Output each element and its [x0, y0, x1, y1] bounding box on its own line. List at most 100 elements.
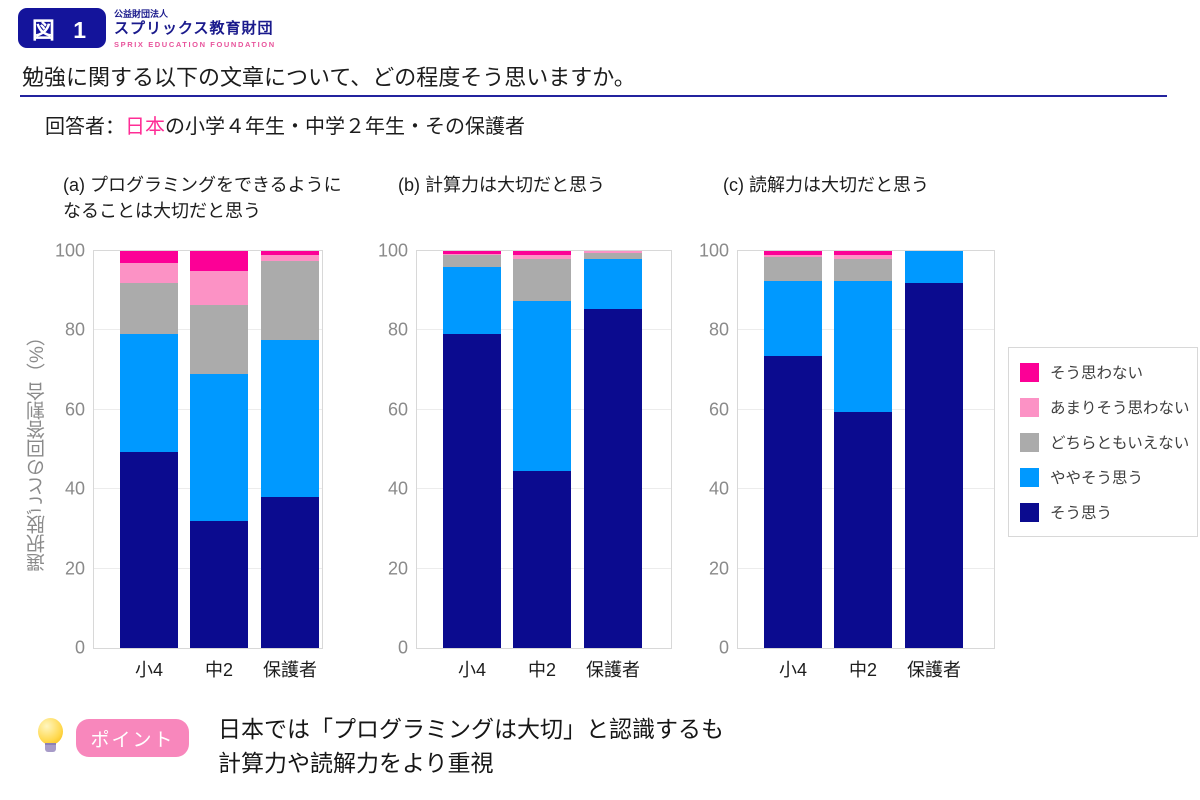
y-tick-label: 20: [387, 558, 408, 579]
x-tick-label: 中2: [527, 660, 556, 680]
stacked-bar: [443, 251, 501, 648]
bar-segment: [584, 253, 642, 259]
x-tick-label: 小4: [457, 660, 486, 680]
legend-label: そう思う: [1050, 505, 1113, 522]
x-tick-label: 小4: [778, 660, 807, 680]
chart-title-line: (c) 読解力は大切だと思う: [723, 175, 929, 195]
point-text-line2: 計算力や読解力をより重視: [218, 750, 494, 776]
bar-segment: [764, 356, 822, 648]
chart-title: (b) 計算力は大切だと思う: [398, 172, 698, 198]
stacked-bar: [834, 251, 892, 648]
bar-segment: [513, 471, 571, 648]
y-tick-label: 80: [708, 319, 729, 340]
x-tick-label: 小4: [134, 660, 163, 680]
y-tick-label: 0: [718, 637, 729, 658]
x-tick-label: 保護者: [586, 660, 640, 680]
y-tick-label: 0: [397, 637, 408, 658]
chart-title-line: (a) プログラミングをできるように: [63, 175, 342, 195]
plot-area: 0 20 40 60 80 100 小4 中2 保護者: [378, 241, 672, 680]
y-tick-label: 100: [54, 240, 85, 261]
stacked-bar: [261, 251, 319, 648]
bar-segment: [443, 334, 501, 648]
respondent-rest: の小学４年生・中学２年生・その保護者: [165, 116, 525, 138]
chart-title: (c) 読解力は大切だと思う: [723, 172, 1023, 198]
legend-swatch: [1020, 432, 1039, 452]
lightbulb-base: [44, 743, 56, 752]
bar-segment: [190, 374, 248, 521]
lightbulb-icon: [36, 718, 64, 758]
org-name-en: SPRIX EDUCATION FOUNDATION: [114, 39, 276, 49]
chart-title: (a) プログラミングをできるように なることは大切だと思う: [63, 172, 393, 224]
figure-badge: 図 1: [18, 8, 106, 48]
bar-segment: [905, 282, 963, 648]
bar-segment: [584, 251, 642, 253]
bar-segment: [513, 300, 571, 472]
legend: そう思わないあまりそう思わないどちらともいえないややそう思う そう思う: [1008, 347, 1198, 537]
foundation-logo: 公益財団法人 スプリックス教育財団 SPRIX EDUCATION FOUNDA…: [114, 9, 276, 49]
bar-segment: [261, 260, 319, 341]
respondent-line: 回答者：日本の小学４年生・中学２年生・その保護者: [45, 110, 525, 139]
point-badge: ポイント: [76, 719, 189, 757]
y-tick-label: 100: [698, 240, 729, 261]
bar-segment: [584, 258, 642, 309]
stacked-bar: [120, 251, 178, 648]
legend-label: あまりそう思わない: [1050, 400, 1190, 417]
bar-segment: [120, 251, 178, 263]
legend-item: どちらともいえない: [1020, 431, 1189, 453]
bar-segment: [443, 251, 501, 254]
bar-segment: [120, 262, 178, 283]
y-axis-title: 選択肢ごとの回答割合（%）: [27, 327, 48, 573]
bar-segment: [834, 411, 892, 648]
bar-segment: [190, 270, 248, 305]
bar-segment: [261, 251, 319, 255]
bar-segment: [261, 254, 319, 261]
bar-segment: [905, 251, 963, 283]
legend-label: ややそう思う: [1050, 470, 1144, 487]
y-tick-label: 60: [708, 399, 729, 420]
bar-segment: [513, 251, 571, 255]
org-type-label: 公益財団法人: [114, 9, 169, 19]
y-tick-label: 60: [64, 399, 85, 420]
bar-segment: [834, 258, 892, 281]
legend-swatch: [1020, 467, 1039, 487]
title-divider: [20, 95, 1167, 97]
legend-item: そう思う: [1020, 501, 1186, 523]
bar-segment: [443, 253, 501, 255]
chart-title-line: (b) 計算力は大切だと思う: [398, 175, 605, 195]
chart-a-programming: (a) プログラミングをできるように なることは大切だと思う 0 20 40 60 80 1…: [55, 172, 393, 680]
stacked-bar: [190, 251, 248, 648]
bar-segment: [513, 255, 571, 259]
point-text-line1: 日本では「プログラミングは大切」と認識するも: [218, 716, 724, 742]
bar-segment: [190, 251, 248, 271]
bar-segment: [120, 334, 178, 452]
plot-area: 0 20 40 60 80 100 小4 中2 保護者: [699, 241, 995, 680]
stacked-bar: [905, 251, 963, 648]
bar-segment: [443, 266, 501, 335]
bar-segment: [190, 304, 248, 375]
legend-label: そう思わない: [1050, 365, 1144, 382]
bar-segment: [834, 255, 892, 259]
y-tick-label: 40: [387, 478, 408, 499]
chart-c-reading: (c) 読解力は大切だと思う 0 20 40 60 80 100 小4 中2 保護者: [699, 172, 1023, 680]
bar-segment: [443, 254, 501, 267]
x-tick-label: 保護者: [263, 660, 317, 680]
bar-segment: [120, 282, 178, 335]
bar-segment: [513, 258, 571, 301]
y-tick-label: 40: [708, 478, 729, 499]
bar-segment: [764, 251, 822, 255]
page-title: 勉強に関する以下の文章について、どの程度そう思いますか。: [22, 65, 636, 90]
y-tick-label: 60: [387, 399, 408, 420]
point-badge-label: ポイント: [90, 729, 175, 751]
y-tick-label: 40: [64, 478, 85, 499]
legend-swatch: [1020, 397, 1039, 417]
y-tick-label: 80: [64, 319, 85, 340]
bar-segment: [834, 251, 892, 255]
x-tick-label: 中2: [204, 660, 233, 680]
bar-segment: [764, 256, 822, 281]
bar-segment: [584, 308, 642, 648]
y-tick-label: 20: [64, 558, 85, 579]
stacked-bar: [513, 251, 571, 648]
org-name: スプリックス教育財団: [114, 20, 274, 38]
respondent-highlight: 日本: [125, 116, 165, 138]
legend-item: ややそう思う: [1020, 466, 1186, 488]
